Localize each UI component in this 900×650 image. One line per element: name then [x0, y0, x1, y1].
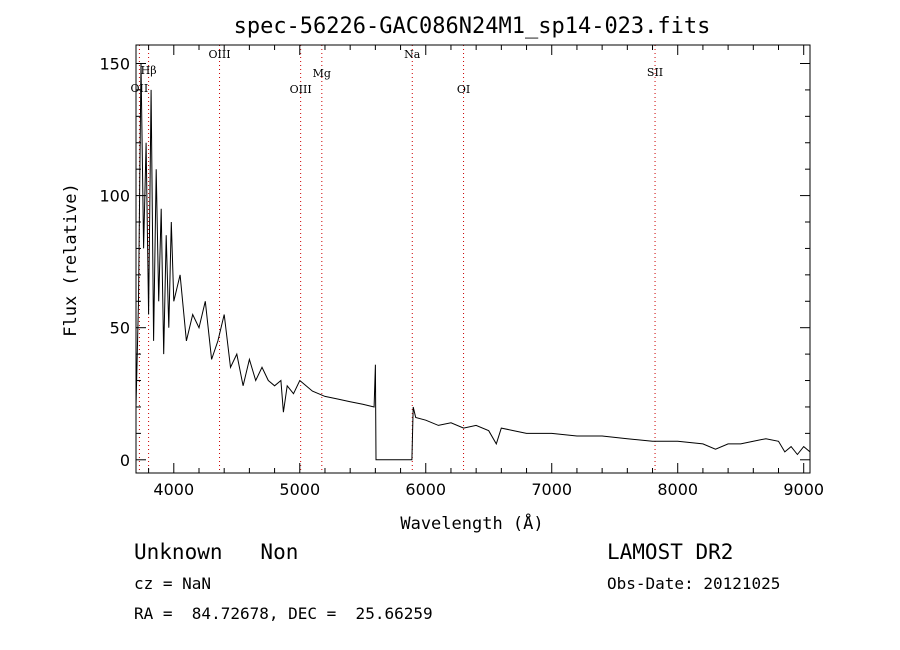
- chart-title: spec-56226-GAC086N24M1_sp14-023.fits: [234, 14, 711, 39]
- x-tick-label: 5000: [279, 480, 320, 499]
- y-axis-label: Flux (relative): [61, 183, 81, 337]
- y-tick-label: 50: [110, 319, 130, 338]
- spectrum-chart: spec-56226-GAC086N24M1_sp14-023.fits OII…: [61, 14, 824, 534]
- survey-name: LAMOST DR2: [607, 540, 734, 564]
- x-tick-label: 8000: [657, 480, 698, 499]
- obs-date-text: Obs-Date: 20121025: [607, 574, 781, 593]
- y-tick-label: 0: [120, 451, 130, 470]
- x-axis-label: Wavelength (Å): [400, 512, 543, 534]
- spectral-line-label: SII: [647, 66, 663, 79]
- y-tick-label: 100: [99, 187, 130, 206]
- spectral-line-label: Hβ: [141, 64, 157, 77]
- spectral-line-label: Na: [404, 48, 421, 61]
- spectrum-line: [135, 63, 811, 461]
- spectral-line-label: Mg: [313, 67, 331, 80]
- y-tick-label: 150: [99, 54, 130, 73]
- coordinates-text: RA = 84.72678, DEC = 25.66259: [134, 604, 433, 623]
- x-tick-label: 7000: [531, 480, 572, 499]
- spectral-line-label: OIII: [208, 48, 230, 61]
- redshift-text: cz = NaN: [134, 574, 212, 593]
- class-subclass-text: Unknown Non: [134, 540, 299, 564]
- x-tick-label: 4000: [153, 480, 194, 499]
- x-tick-label: 9000: [783, 480, 824, 499]
- spectral-line-label: OIII: [290, 83, 312, 96]
- x-tick-label: 6000: [405, 480, 446, 499]
- spectral-line-label: OII: [131, 82, 149, 95]
- spectral-line-label: OI: [457, 83, 470, 96]
- plot-frame: [135, 44, 811, 474]
